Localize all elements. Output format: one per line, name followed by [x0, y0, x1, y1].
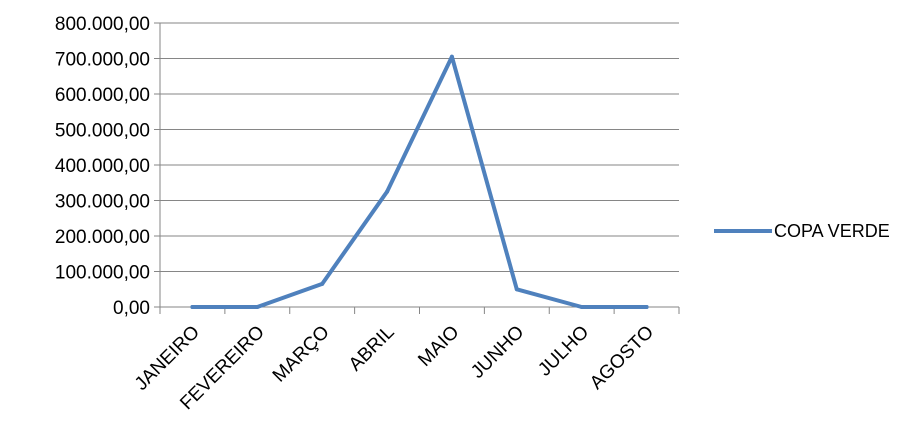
y-tick-label: 400.000,00	[55, 156, 150, 177]
data-point	[385, 189, 390, 194]
data-point	[190, 305, 195, 309]
y-tick-label: 500.000,00	[55, 121, 150, 142]
series-line	[190, 54, 649, 309]
x-tick-label: JUNHO	[467, 322, 528, 383]
y-tick-label: 0,00	[113, 298, 150, 319]
y-tick-label: 700.000,00	[55, 50, 150, 71]
legend: COPA VERDE	[714, 221, 890, 241]
series-lines	[190, 54, 649, 309]
x-tick-label: JULHO	[534, 322, 593, 381]
y-tick-label: 100.000,00	[55, 263, 150, 284]
x-tick-label: MARÇO	[269, 322, 334, 387]
data-point	[255, 305, 260, 309]
y-tick-label: 300.000,00	[55, 192, 150, 213]
x-tick-label: MAIO	[414, 322, 463, 371]
data-point	[320, 281, 325, 286]
y-tick-label: 800.000,00	[55, 14, 150, 35]
x-tick-label: AGOSTO	[586, 322, 658, 394]
y-axis-tick-labels: 0,00 100.000,00 200.000,00 300.000,00 400.00…	[55, 14, 150, 319]
x-tick-label: ABRIL	[345, 322, 399, 376]
gridlines	[160, 22, 679, 272]
y-tick-label: 200.000,00	[55, 227, 150, 248]
axes	[154, 22, 680, 314]
data-point	[579, 305, 584, 309]
y-tick-label: 600.000,00	[55, 85, 150, 106]
legend-label: COPA VERDE	[774, 221, 890, 241]
data-point	[514, 287, 519, 292]
data-point	[449, 54, 454, 59]
data-point	[644, 305, 649, 309]
